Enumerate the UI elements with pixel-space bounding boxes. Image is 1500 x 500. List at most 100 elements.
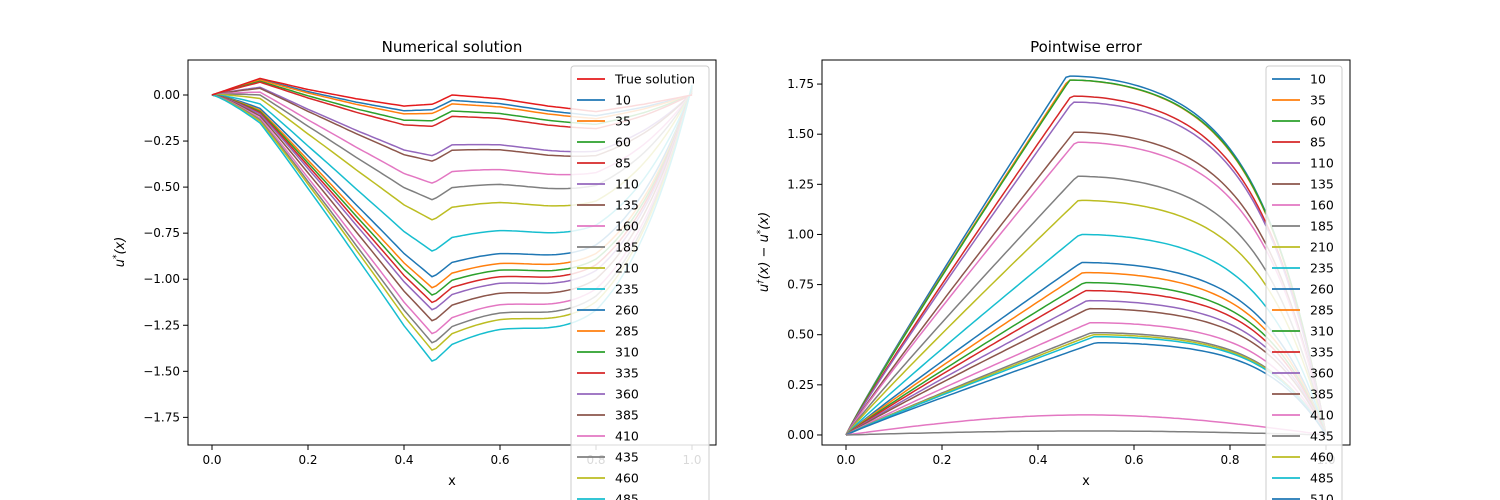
right-series-line (845, 299, 1327, 436)
right-legend-label: 210 (1310, 240, 1334, 255)
left-y-axis-label: u*(x) (112, 237, 128, 268)
left-legend-label: 460 (615, 471, 639, 486)
right-x-axis-ticks: 0.00.20.40.60.81.0 (836, 445, 1336, 467)
left-x-tick-label: 0.0 (202, 453, 221, 467)
right-legend: 10 35 60 85 110 135 160 185 210 235 260 285 310 335 36… (1265, 65, 1343, 500)
right-series-line (845, 175, 1327, 436)
pointwise-error-chart: Pointwise error 0.00.20.40.60.81.0 0.000… (756, 38, 1351, 500)
right-y-tick-label: 0.75 (787, 278, 814, 292)
right-legend-label: 35 (1310, 93, 1326, 108)
left-legend: True solution 10 35 60 85 110 135 160 185 210 235 2… (570, 65, 710, 500)
left-y-tick-label: 0.00 (153, 88, 180, 102)
left-legend-label: 260 (615, 303, 639, 318)
left-y-tick-label: −1.00 (143, 272, 180, 286)
right-y-axis-label: u†(x) − u*(x) (756, 212, 772, 292)
right-y-tick-label: 1.00 (787, 227, 814, 241)
right-series-line (845, 75, 1327, 436)
right-y-tick-label: 0.50 (787, 328, 814, 342)
right-legend-label: 185 (1310, 219, 1334, 234)
right-series-line (845, 233, 1327, 436)
right-y-tick-label: 0.25 (787, 378, 814, 392)
right-series-line (845, 281, 1327, 436)
left-x-tick-label: 0.2 (298, 453, 317, 467)
right-x-tick-label: 0.6 (1124, 453, 1143, 467)
right-series-line (845, 95, 1327, 436)
left-legend-label: 110 (615, 177, 639, 192)
right-legend-label: 460 (1310, 450, 1334, 465)
right-y-tick-label: 1.25 (787, 177, 814, 191)
right-legend-label: 10 (1310, 72, 1326, 87)
right-chart-title: Pointwise error (1030, 38, 1143, 56)
left-y-axis-ticks: 0.00 −0.25 −0.50 −0.75 −1.00 −1.25 −1.50 −1.75 (143, 88, 188, 424)
left-legend-label: 310 (615, 345, 639, 360)
right-series-line (845, 271, 1327, 436)
left-legend-label: 135 (615, 198, 639, 213)
left-plot-frame (187, 59, 717, 446)
right-legend-label: 110 (1310, 156, 1334, 171)
right-series-line (845, 289, 1327, 436)
right-series-line (845, 131, 1327, 436)
left-legend-label: 35 (615, 114, 631, 129)
left-legend-label: 285 (615, 324, 639, 339)
left-legend-label: 60 (615, 135, 631, 150)
right-legend-label: 285 (1310, 303, 1334, 318)
left-y-tick-label: −1.25 (143, 318, 180, 332)
right-legend-label: 85 (1310, 135, 1326, 150)
right-series-line (845, 261, 1327, 436)
right-x-tick-label: 0.8 (1220, 453, 1239, 467)
right-legend-label: 335 (1310, 345, 1334, 360)
left-legend-label: True solution (614, 72, 695, 87)
right-y-tick-label: 0.00 (787, 428, 814, 442)
right-series-line (845, 333, 1327, 436)
right-series-lines (845, 75, 1327, 436)
right-legend-label: 385 (1310, 387, 1334, 402)
left-x-tick-label: 0.6 (490, 453, 509, 467)
left-legend-label: 85 (615, 156, 631, 171)
left-legend-label: 485 (615, 492, 639, 500)
left-chart-title: Numerical solution (382, 38, 523, 56)
right-legend-label: 235 (1310, 261, 1334, 276)
numerical-solution-chart: Numerical solution 0.00.20.40.60.81.0 0.… (112, 38, 717, 500)
right-y-axis-ticks: 0.00 0.25 0.50 0.75 1.00 1.25 1.50 1.75 (787, 77, 822, 442)
left-legend-label: 360 (615, 387, 639, 402)
right-legend-label: 260 (1310, 282, 1334, 297)
right-y-tick-label: 1.50 (787, 127, 814, 141)
left-legend-label: 335 (615, 366, 639, 381)
right-series-line (845, 414, 1327, 436)
right-series-line (845, 331, 1327, 436)
left-y-tick-label: −0.75 (143, 226, 180, 240)
right-legend-label: 435 (1310, 429, 1334, 444)
right-legend-label: 135 (1310, 177, 1334, 192)
right-series-line (845, 199, 1327, 436)
right-x-tick-label: 0.0 (836, 453, 855, 467)
left-legend-label: 410 (615, 429, 639, 444)
left-legend-label: 160 (615, 219, 639, 234)
left-legend-label: 435 (615, 450, 639, 465)
right-x-axis-label: x (1082, 474, 1090, 489)
right-legend-label: 510 (1310, 492, 1334, 500)
right-x-tick-label: 0.4 (1028, 453, 1047, 467)
left-legend-label: 235 (615, 282, 639, 297)
right-legend-label: 485 (1310, 471, 1334, 486)
right-plot-frame (821, 59, 1351, 446)
left-x-axis-label: x (448, 474, 456, 489)
left-legend-label: 210 (615, 261, 639, 276)
left-y-tick-label: −0.25 (143, 134, 180, 148)
right-series-line (845, 321, 1327, 436)
left-legend-label: 385 (615, 408, 639, 423)
left-y-tick-label: −1.50 (143, 364, 180, 378)
left-legend-label: 185 (615, 240, 639, 255)
right-series-line (845, 101, 1327, 436)
right-series-line (845, 79, 1327, 436)
right-series-line (845, 341, 1327, 436)
left-x-tick-label: 0.4 (394, 453, 413, 467)
right-y-tick-label: 1.75 (787, 77, 814, 91)
right-legend-label: 360 (1310, 366, 1334, 381)
left-y-tick-label: −1.75 (143, 410, 180, 424)
right-series-line (845, 430, 1327, 436)
right-series-line (845, 307, 1327, 436)
left-y-tick-label: −0.50 (143, 180, 180, 194)
right-series-line (845, 141, 1327, 436)
right-x-tick-label: 0.2 (932, 453, 951, 467)
